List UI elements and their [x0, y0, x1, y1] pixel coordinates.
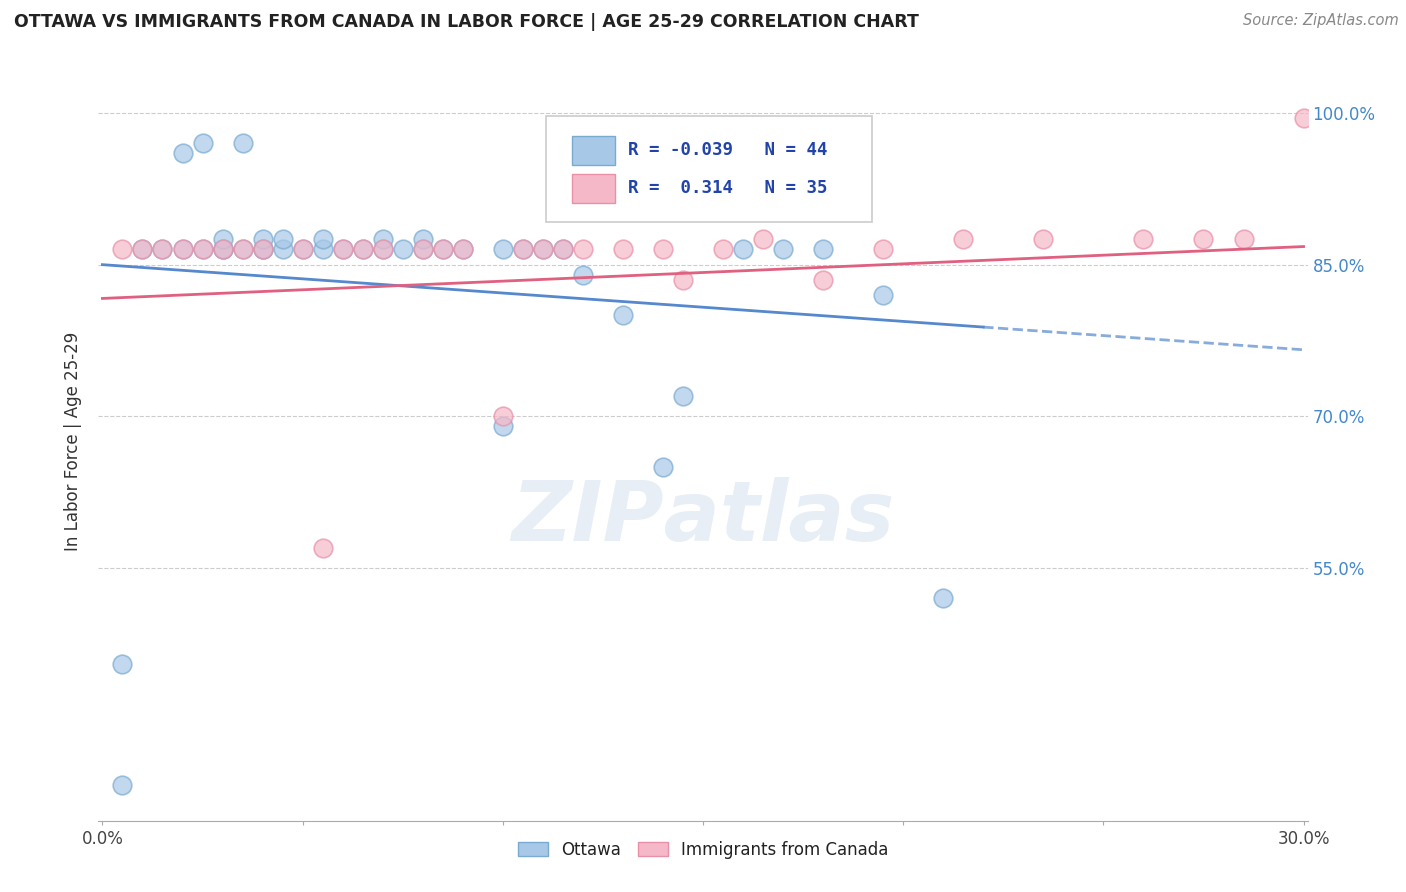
Point: [531, 243, 554, 257]
Point: [111, 657, 134, 671]
Point: [1032, 232, 1054, 246]
Point: [1232, 232, 1254, 246]
Point: [932, 591, 955, 606]
Point: [111, 778, 134, 792]
Point: [232, 136, 254, 151]
Point: [211, 243, 233, 257]
Point: [391, 243, 413, 257]
Point: [152, 243, 174, 257]
Point: [412, 243, 434, 257]
Point: [311, 541, 333, 555]
Point: [811, 273, 834, 287]
Point: [1192, 232, 1215, 246]
Point: [271, 243, 294, 257]
Point: [252, 243, 274, 257]
Point: [172, 146, 194, 161]
Point: [672, 389, 695, 403]
Point: [492, 419, 515, 434]
Text: ZIP​atlas: ZIP​atlas: [512, 477, 894, 558]
Point: [811, 243, 834, 257]
Point: [232, 243, 254, 257]
Point: [652, 243, 675, 257]
Text: Source: ZipAtlas.com: Source: ZipAtlas.com: [1243, 13, 1399, 29]
Point: [652, 459, 675, 474]
Point: [311, 243, 333, 257]
Point: [1292, 111, 1315, 125]
Point: [512, 243, 534, 257]
Point: [131, 243, 153, 257]
Point: [111, 243, 134, 257]
Point: [211, 243, 233, 257]
Point: [492, 243, 515, 257]
Point: [191, 243, 214, 257]
FancyBboxPatch shape: [546, 115, 872, 221]
Point: [191, 136, 214, 151]
Point: [131, 243, 153, 257]
Bar: [572, 136, 614, 165]
Bar: [572, 174, 614, 202]
Point: [872, 243, 894, 257]
Point: [291, 243, 314, 257]
Point: [172, 243, 194, 257]
Point: [211, 232, 233, 246]
Point: [731, 243, 754, 257]
Point: [432, 243, 454, 257]
Text: R =  0.314   N = 35: R = 0.314 N = 35: [628, 179, 828, 197]
Point: [352, 243, 374, 257]
Point: [711, 243, 734, 257]
Point: [172, 243, 194, 257]
Point: [252, 243, 274, 257]
Point: [152, 243, 174, 257]
Point: [211, 243, 233, 257]
Point: [352, 243, 374, 257]
Point: [1132, 232, 1154, 246]
Point: [311, 232, 333, 246]
Point: [371, 232, 394, 246]
Point: [952, 232, 974, 246]
Point: [572, 268, 595, 282]
Point: [451, 243, 474, 257]
Point: [512, 243, 534, 257]
Point: [332, 243, 354, 257]
Point: [572, 243, 595, 257]
Point: [191, 243, 214, 257]
Point: [612, 308, 634, 322]
Point: [291, 243, 314, 257]
Point: [371, 243, 394, 257]
Point: [371, 243, 394, 257]
Point: [531, 243, 554, 257]
Point: [252, 232, 274, 246]
Point: [752, 232, 775, 246]
Point: [412, 232, 434, 246]
Point: [551, 243, 574, 257]
Text: R = -0.039   N = 44: R = -0.039 N = 44: [628, 142, 828, 160]
Text: OTTAWA VS IMMIGRANTS FROM CANADA IN LABOR FORCE | AGE 25-29 CORRELATION CHART: OTTAWA VS IMMIGRANTS FROM CANADA IN LABO…: [14, 13, 920, 31]
Point: [451, 243, 474, 257]
Point: [232, 243, 254, 257]
Point: [772, 243, 794, 257]
Point: [271, 232, 294, 246]
Point: [412, 243, 434, 257]
Point: [872, 288, 894, 302]
Point: [612, 243, 634, 257]
Point: [252, 243, 274, 257]
Point: [332, 243, 354, 257]
Point: [492, 409, 515, 424]
Point: [432, 243, 454, 257]
Y-axis label: In Labor Force | Age 25-29: In Labor Force | Age 25-29: [65, 332, 83, 551]
Point: [672, 273, 695, 287]
Point: [551, 243, 574, 257]
Legend: Ottawa, Immigrants from Canada: Ottawa, Immigrants from Canada: [510, 834, 896, 865]
